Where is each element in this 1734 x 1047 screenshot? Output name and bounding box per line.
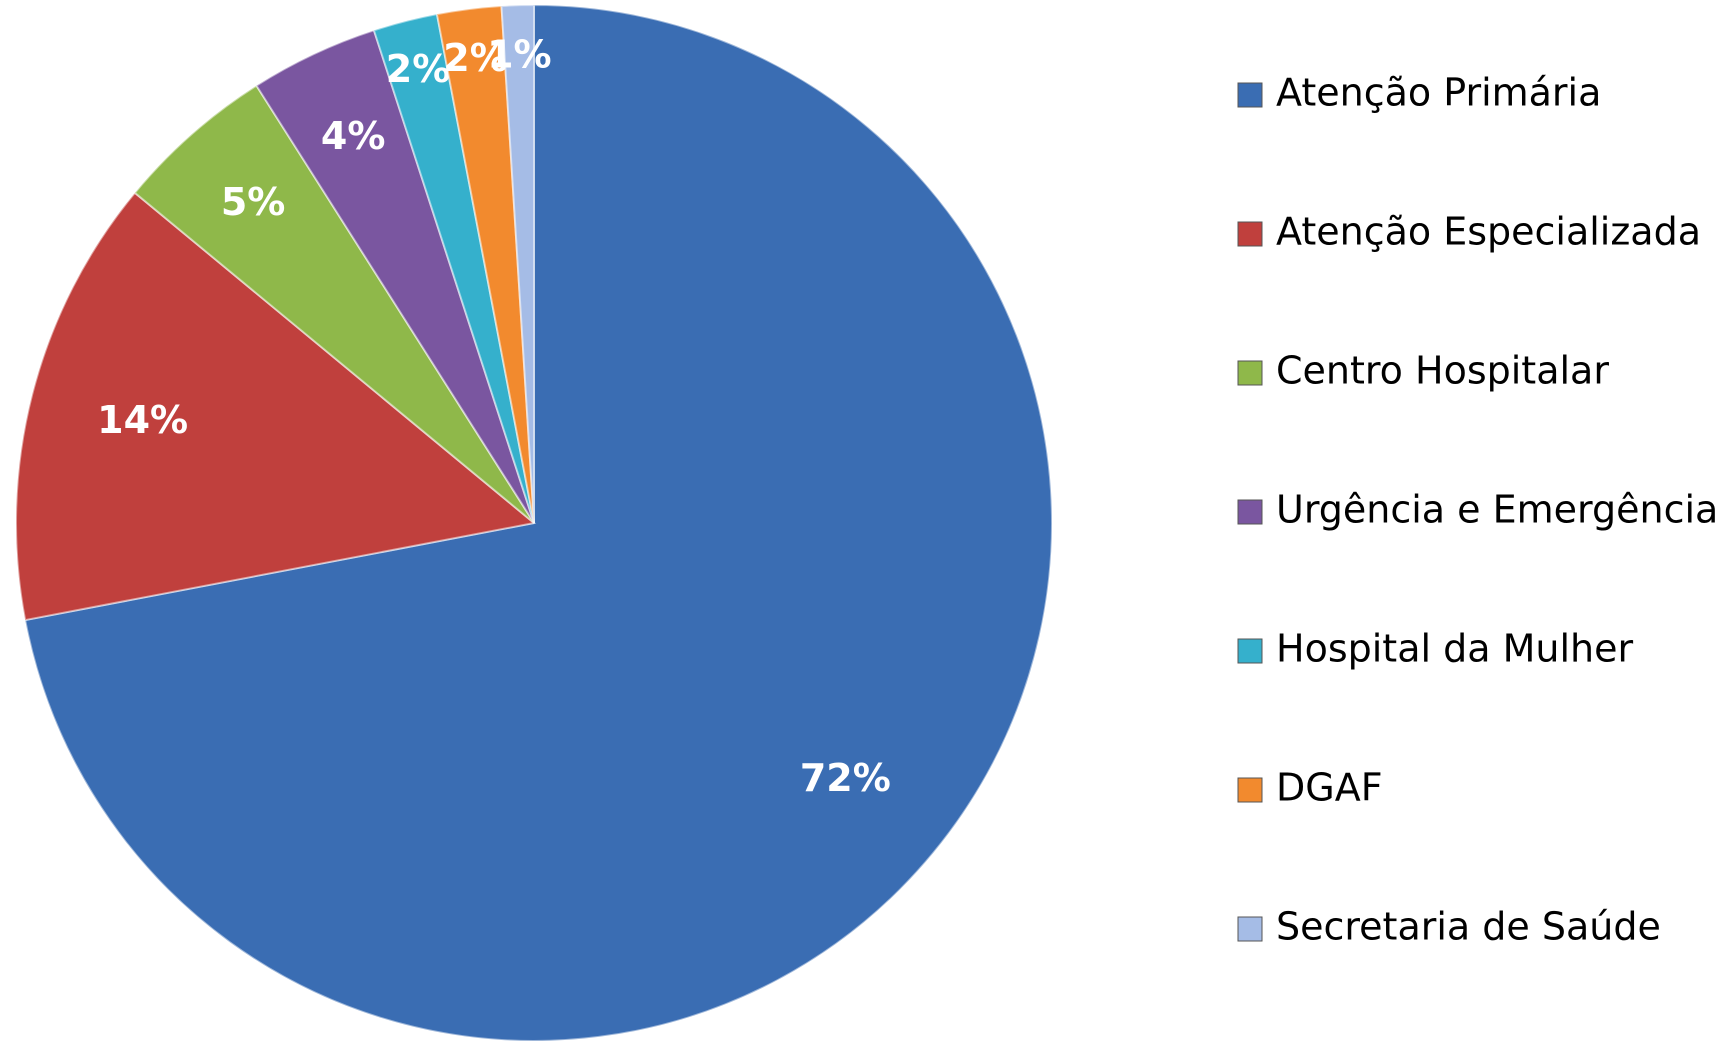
data-label: 4% xyxy=(321,114,386,158)
pie-slice xyxy=(24,3,1053,1042)
legend-swatch xyxy=(1237,82,1263,108)
data-label: 2% xyxy=(443,36,508,80)
pie-slice xyxy=(133,84,535,524)
legend-label: Atenção Especializada xyxy=(1276,210,1701,254)
legend-label: Urgência e Emergência xyxy=(1276,488,1718,532)
legend-label: DGAF xyxy=(1276,766,1383,810)
pie-slice xyxy=(500,3,535,524)
data-label: 1% xyxy=(487,33,552,77)
legend-swatch xyxy=(1237,916,1263,942)
legend-swatch xyxy=(1237,221,1263,247)
legend-swatch xyxy=(1237,777,1263,803)
pie-slice xyxy=(15,191,537,622)
data-label: 5% xyxy=(221,180,286,224)
legend-label: Hospital da Mulher xyxy=(1276,627,1633,671)
legend-swatch xyxy=(1237,360,1263,386)
legend-swatch xyxy=(1237,638,1263,664)
data-label: 2% xyxy=(386,47,451,91)
legend-label: Centro Hospitalar xyxy=(1276,349,1609,393)
data-label: 72% xyxy=(800,756,891,800)
data-label: 14% xyxy=(97,398,188,442)
legend-label: Secretaria de Saúde xyxy=(1276,905,1661,949)
legend-swatch xyxy=(1237,499,1263,525)
legend-label: Atenção Primária xyxy=(1276,71,1601,115)
